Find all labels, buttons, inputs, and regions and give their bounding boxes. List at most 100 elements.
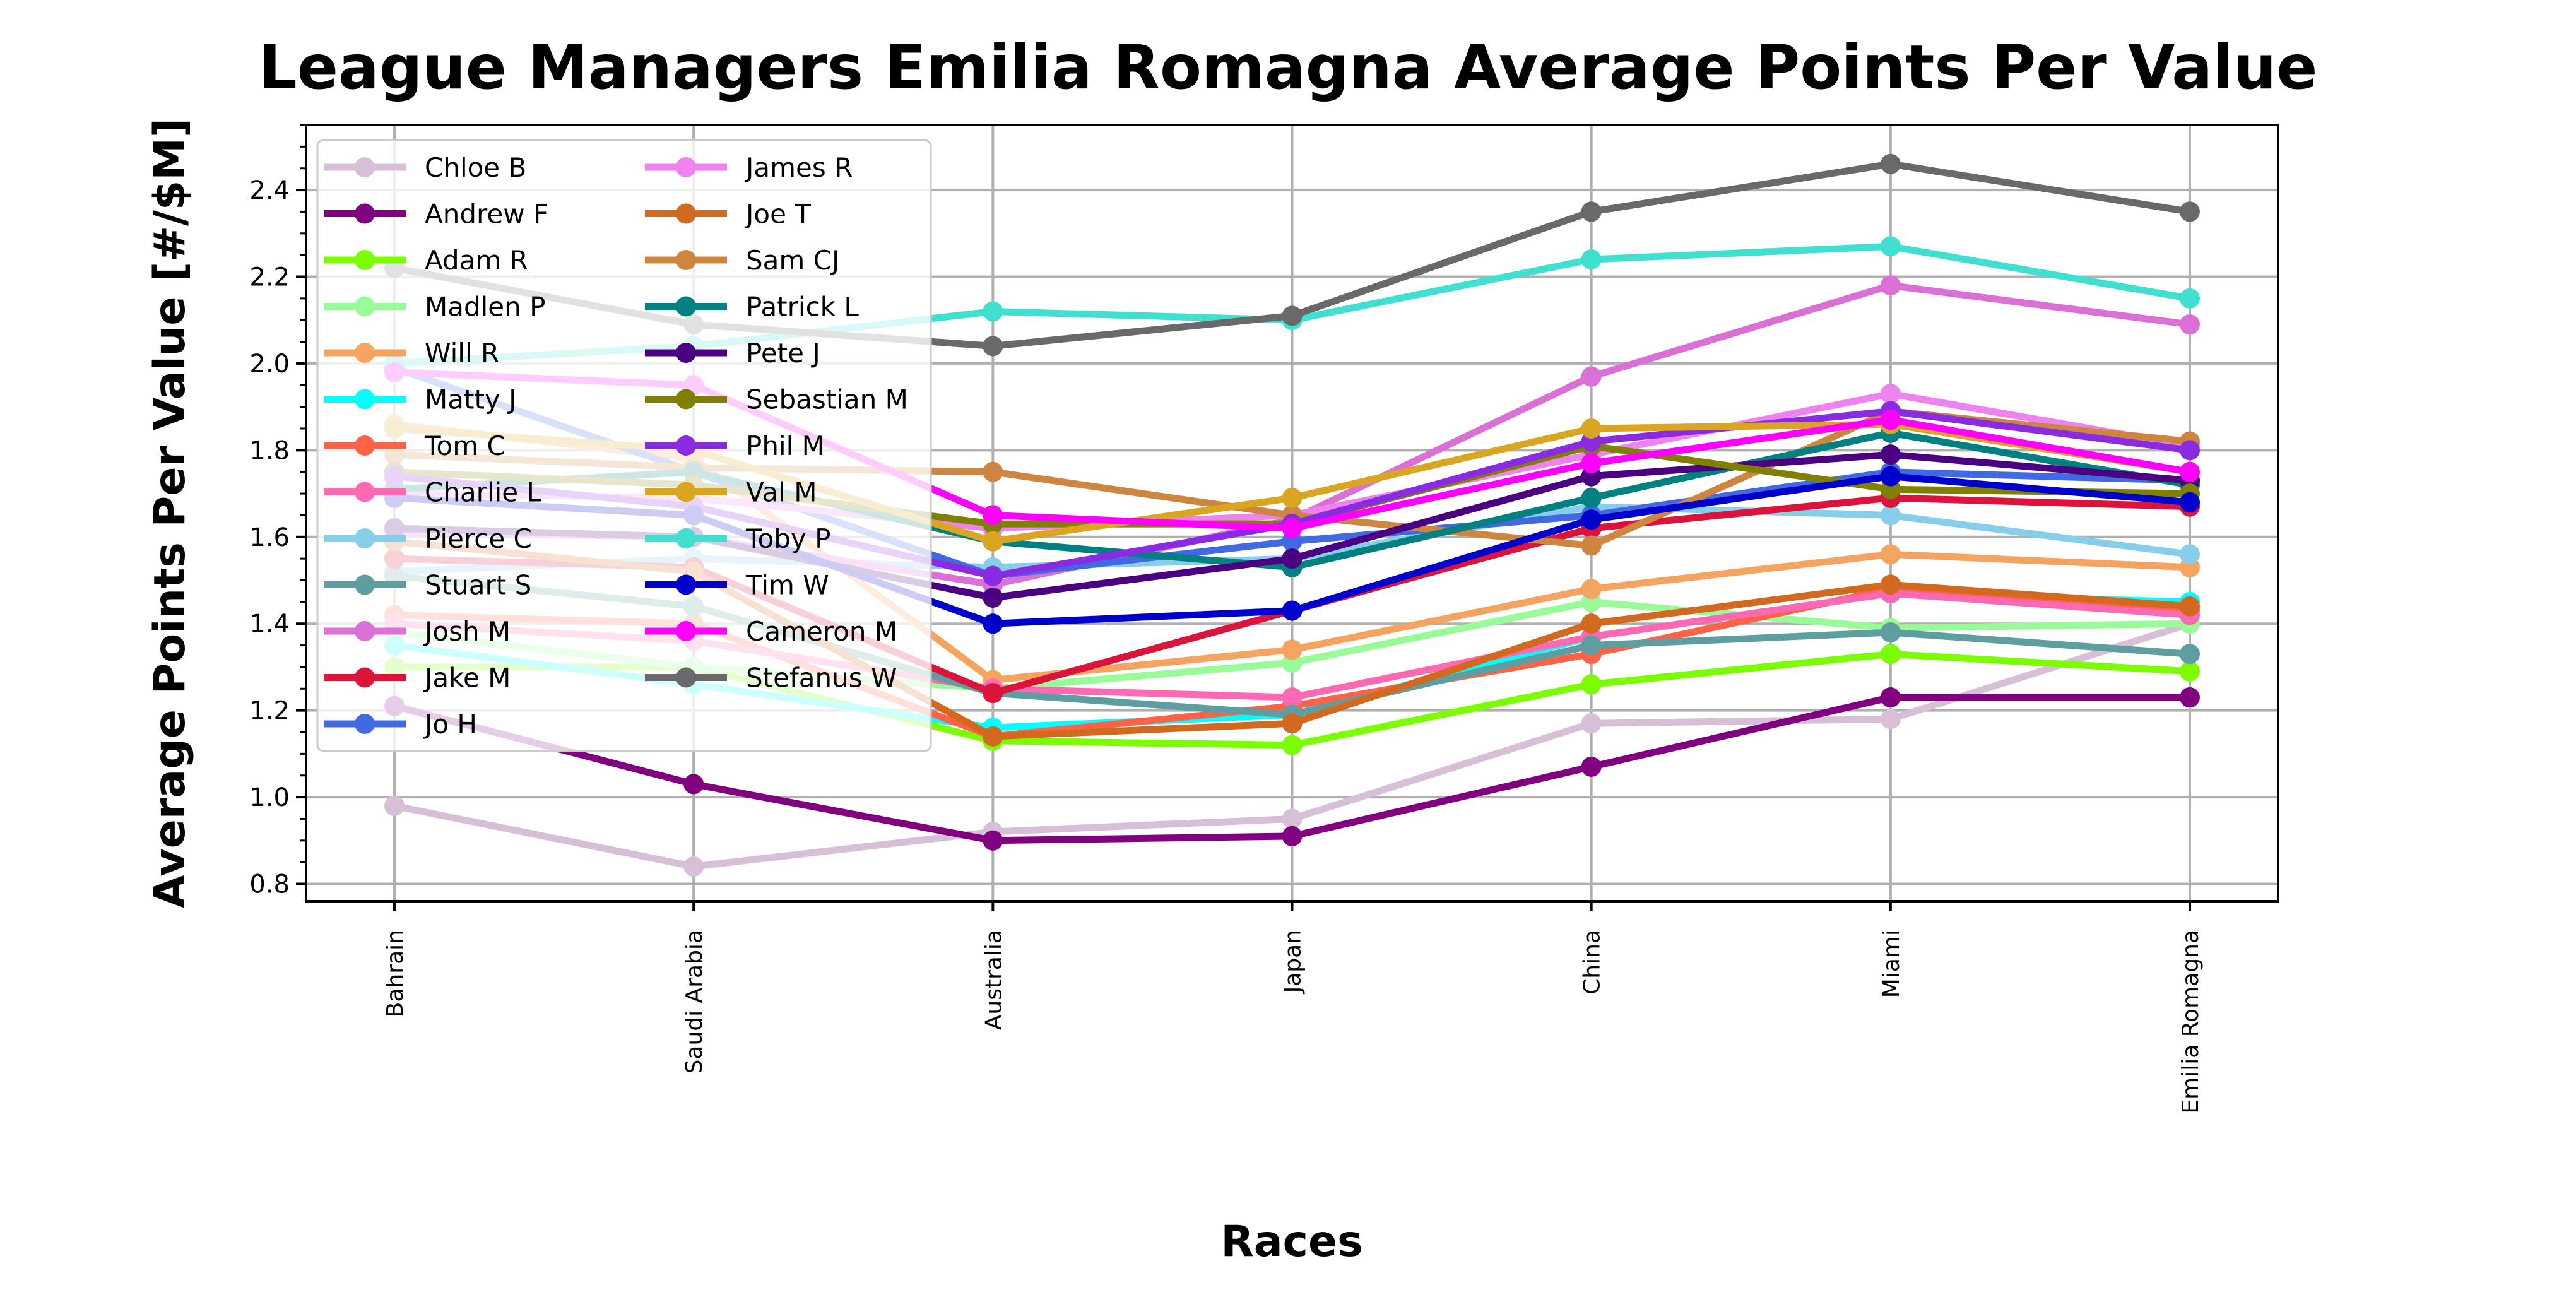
legend-marker bbox=[355, 667, 375, 688]
legend-label: Chloe B bbox=[425, 152, 526, 183]
legend-entry: Matty J bbox=[324, 384, 517, 415]
legend-marker bbox=[355, 250, 375, 270]
legend-marker bbox=[676, 389, 696, 410]
legend-entry: Patrick L bbox=[645, 292, 859, 323]
data-point bbox=[1880, 644, 1901, 665]
legend-entry: Joe T bbox=[645, 199, 811, 230]
data-point bbox=[1581, 635, 1602, 656]
legend-label: Will R bbox=[425, 338, 499, 369]
data-point bbox=[1581, 418, 1602, 439]
legend-entry: Will R bbox=[324, 338, 499, 369]
data-point bbox=[1880, 505, 1901, 526]
data-point bbox=[1880, 466, 1901, 487]
data-point bbox=[983, 565, 1003, 586]
data-point bbox=[1880, 236, 1901, 257]
data-point bbox=[983, 830, 1003, 851]
data-point bbox=[1880, 622, 1901, 642]
data-point bbox=[1282, 687, 1303, 708]
data-point bbox=[1282, 808, 1303, 829]
legend-marker bbox=[355, 714, 375, 734]
data-point bbox=[1581, 453, 1602, 473]
data-point bbox=[683, 774, 704, 795]
data-point bbox=[1880, 687, 1901, 708]
y-tick-label: 1.6 bbox=[249, 523, 290, 552]
x-axis-ticks: Bahrain Saudi Arabia Australia Japan China Mi… bbox=[382, 901, 2204, 1114]
data-point bbox=[2180, 461, 2200, 482]
data-point bbox=[1581, 201, 1602, 222]
data-point bbox=[1282, 487, 1303, 508]
data-point bbox=[983, 613, 1003, 634]
legend-entry: Phil M bbox=[645, 430, 825, 461]
legend-entry: Andrew F bbox=[324, 199, 548, 230]
legend-label: Jake M bbox=[423, 663, 511, 694]
data-point bbox=[683, 856, 704, 877]
legend-entry: Tom C bbox=[324, 430, 505, 461]
legend-marker bbox=[355, 389, 375, 410]
x-tick-label: Emilia Romagna bbox=[2178, 930, 2204, 1114]
legend-label: Charlie L bbox=[425, 477, 541, 508]
data-point bbox=[2180, 644, 2200, 665]
legend-marker bbox=[676, 435, 696, 456]
legend-label: Phil M bbox=[746, 430, 825, 461]
legend-label: Val M bbox=[746, 477, 817, 508]
x-axis-label: Races bbox=[1220, 1217, 1362, 1267]
legend-entry: Madlen P bbox=[324, 292, 545, 323]
data-point bbox=[1880, 410, 1901, 430]
data-point bbox=[1282, 548, 1303, 569]
legend-marker bbox=[676, 157, 696, 177]
y-tick-label: 1.8 bbox=[249, 436, 290, 465]
data-point bbox=[1282, 735, 1303, 755]
data-point bbox=[1282, 518, 1303, 539]
data-point bbox=[1581, 756, 1602, 777]
legend-entry: Tim W bbox=[645, 570, 829, 601]
legend-entry: Val M bbox=[645, 477, 817, 508]
y-tick-label: 0.8 bbox=[249, 870, 290, 899]
x-tick-label: Australia bbox=[981, 930, 1007, 1030]
legend-marker bbox=[676, 574, 696, 595]
x-tick-label: Miami bbox=[1879, 930, 1905, 998]
data-point bbox=[983, 461, 1003, 482]
legend-marker bbox=[676, 621, 696, 641]
legend-marker bbox=[676, 203, 696, 224]
y-axis-ticks: 0.8 1.0 1.2 1.4 1.6 1.8 2.0 2.2 2.4 bbox=[249, 124, 306, 899]
data-point bbox=[1880, 444, 1901, 465]
legend-label: Andrew F bbox=[425, 199, 548, 230]
legend-marker bbox=[355, 482, 375, 502]
legend: Chloe B Andrew F Adam R Madlen P Will R Matty… bbox=[316, 139, 932, 752]
legend-box bbox=[316, 139, 932, 752]
legend-entry: Jo H bbox=[324, 709, 477, 740]
data-point bbox=[2180, 201, 2200, 222]
legend-label: Adam R bbox=[425, 245, 528, 276]
data-point bbox=[1581, 613, 1602, 634]
legend-label: Stefanus W bbox=[746, 663, 897, 694]
data-point bbox=[1880, 544, 1901, 565]
legend-entry: Jake M bbox=[324, 663, 511, 694]
data-point bbox=[983, 587, 1003, 608]
legend-entry: Josh M bbox=[324, 616, 511, 647]
x-tick-label: Saudi Arabia bbox=[682, 930, 707, 1074]
y-tick-label: 1.0 bbox=[249, 783, 290, 812]
legend-entry: Charlie L bbox=[324, 477, 541, 508]
y-tick-label: 2.2 bbox=[249, 263, 290, 292]
data-point bbox=[2180, 544, 2200, 565]
data-point bbox=[983, 531, 1003, 552]
legend-marker bbox=[676, 250, 696, 270]
legend-marker bbox=[676, 482, 696, 502]
x-tick-label: Japan bbox=[1280, 930, 1306, 994]
y-axis-label: Average Points Per Value [#/$M] bbox=[145, 118, 195, 908]
data-point bbox=[1880, 153, 1901, 174]
data-point bbox=[2180, 288, 2200, 309]
legend-entry: Sebastian M bbox=[645, 384, 908, 415]
legend-marker bbox=[355, 157, 375, 177]
y-tick-label: 1.2 bbox=[249, 697, 290, 726]
legend-entry: Sam CJ bbox=[645, 245, 839, 276]
legend-entry: Cameron M bbox=[645, 616, 897, 647]
data-point bbox=[2180, 440, 2200, 461]
legend-marker bbox=[355, 621, 375, 641]
legend-marker bbox=[676, 296, 696, 317]
legend-label: Patrick L bbox=[746, 292, 859, 323]
legend-entry: Toby P bbox=[645, 523, 830, 554]
legend-label: Tom C bbox=[424, 430, 505, 461]
data-point bbox=[983, 726, 1003, 747]
y-tick-label: 2.4 bbox=[249, 176, 290, 205]
